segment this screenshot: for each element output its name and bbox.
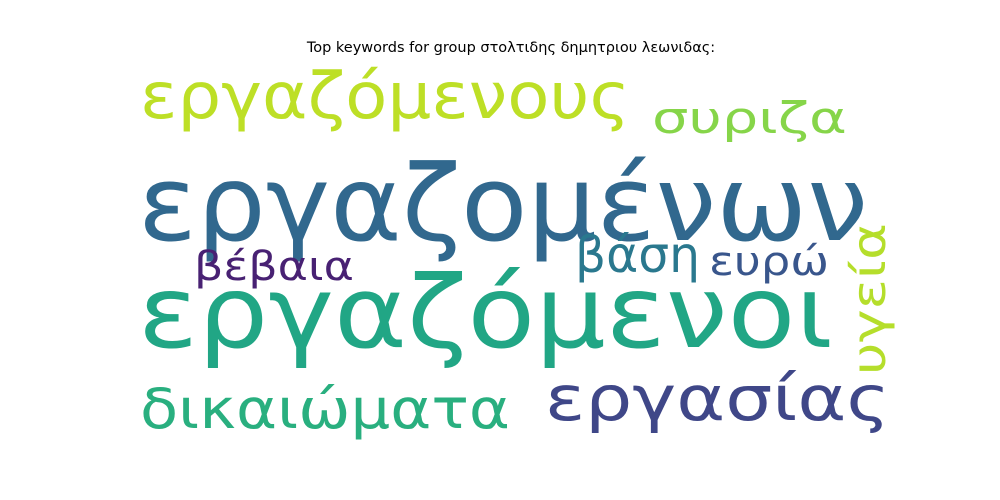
word-8: συριζα <box>652 93 847 144</box>
word-6: βάση <box>575 226 700 284</box>
word-9: βέβαια <box>194 244 354 290</box>
word-3: εργαζόμενους <box>140 60 630 134</box>
word-4: εργασίας <box>545 362 890 435</box>
word-1: εργαζομένων <box>138 143 868 265</box>
word-2: εργαζόμενοι <box>138 254 833 371</box>
word-5: δικαιώματα <box>140 377 510 441</box>
chart-title: Top keywords for group στολτιδης δημητρι… <box>306 40 715 56</box>
word-10: ευρώ <box>709 239 829 285</box>
word-7: υγεία <box>842 223 896 375</box>
